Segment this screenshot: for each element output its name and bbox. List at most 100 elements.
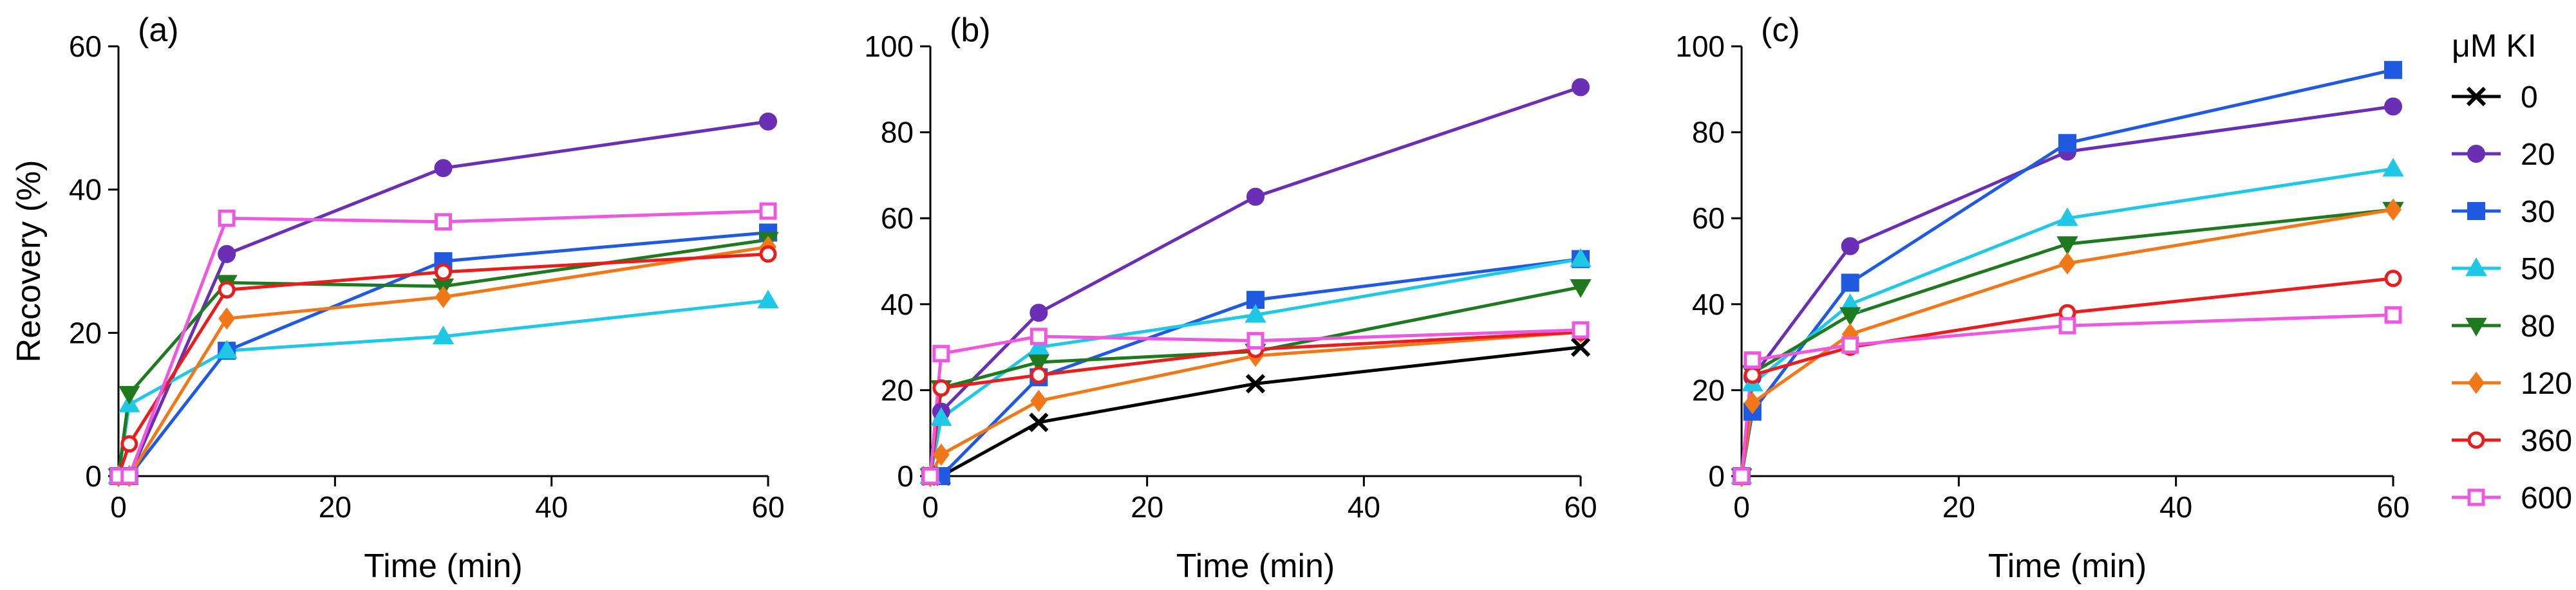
data-point-30 bbox=[1841, 273, 1859, 292]
data-point-20 bbox=[1841, 237, 1859, 255]
x-tick-label: 40 bbox=[2159, 490, 2192, 524]
x-tick-label: 20 bbox=[1131, 490, 1163, 524]
data-point-0 bbox=[1029, 412, 1049, 432]
data-point-120 bbox=[2385, 198, 2402, 221]
y-tick-label: 60 bbox=[1692, 201, 1725, 235]
x-tick-label: 60 bbox=[751, 490, 784, 524]
data-point-600 bbox=[435, 213, 452, 231]
legend-item-360: 360 bbox=[2452, 424, 2572, 458]
legend-label: 360 bbox=[2521, 424, 2572, 458]
series-line-600 bbox=[1740, 313, 2394, 477]
y-tick-label: 40 bbox=[1692, 288, 1725, 321]
legend-item-30: 30 bbox=[2452, 195, 2555, 229]
y-tick-label: 20 bbox=[881, 373, 914, 407]
data-point-120 bbox=[932, 443, 950, 466]
data-point-20 bbox=[2384, 97, 2402, 116]
y-tick-label: 20 bbox=[1692, 373, 1725, 407]
data-point-360 bbox=[932, 379, 950, 397]
data-point-600 bbox=[759, 202, 777, 220]
data-point-120 bbox=[218, 307, 236, 330]
y-tick-label: 20 bbox=[69, 316, 102, 349]
data-point-360 bbox=[1744, 366, 1762, 384]
data-point-80 bbox=[118, 385, 140, 405]
y-tick-label: 40 bbox=[69, 173, 102, 207]
data-point-30 bbox=[2058, 134, 2076, 152]
legend-label: 80 bbox=[2521, 309, 2555, 344]
data-point-50 bbox=[1570, 248, 1592, 267]
data-point-80 bbox=[1028, 354, 1050, 373]
x-tick-label: 0 bbox=[922, 490, 939, 524]
legend-label: 600 bbox=[2521, 481, 2572, 515]
legend-item-50: 50 bbox=[2452, 252, 2555, 286]
legend-label: 30 bbox=[2521, 195, 2555, 229]
data-point-120 bbox=[2059, 252, 2076, 275]
x-axis-title: Time (min) bbox=[1988, 548, 2147, 585]
data-point-20 bbox=[218, 244, 236, 263]
x-tick-label: 0 bbox=[110, 490, 127, 524]
data-point-120 bbox=[1030, 389, 1048, 412]
data-point-120 bbox=[1744, 392, 1761, 414]
legend-marker bbox=[2467, 431, 2485, 449]
y-tick-label: 40 bbox=[881, 288, 914, 321]
x-tick-label: 20 bbox=[1942, 490, 1975, 524]
data-point-50 bbox=[1028, 336, 1050, 355]
legend-item-80: 80 bbox=[2452, 309, 2555, 344]
data-point-50 bbox=[2382, 158, 2404, 177]
data-point-30 bbox=[2384, 60, 2402, 79]
panel-c: 0 20 40 60 80 100 0 20 40 60 Time (min) (c) bbox=[1675, 12, 2409, 585]
data-point-0 bbox=[1245, 374, 1266, 394]
data-point-20 bbox=[1572, 78, 1590, 97]
panel-a: 0 20 40 60 0 20 40 60 Time (min) Recovery (%) (a) bbox=[10, 12, 785, 585]
x-axis-title: Time (min) bbox=[364, 548, 523, 585]
data-point-600 bbox=[1246, 332, 1264, 350]
x-tick-label: 60 bbox=[2376, 490, 2409, 524]
legend: μM KI 0 20 30 50 80 120 360 600 bbox=[2452, 28, 2572, 515]
panel-label: (a) bbox=[138, 12, 179, 49]
legend-title: μM KI bbox=[2452, 28, 2537, 64]
x-tick-label: 60 bbox=[1564, 490, 1597, 524]
data-point-120 bbox=[435, 286, 452, 308]
y-axis-title: Recovery (%) bbox=[10, 160, 48, 363]
x-tick-label: 40 bbox=[1348, 490, 1380, 524]
data-point-0 bbox=[1570, 337, 1591, 357]
data-point-600 bbox=[1572, 321, 1590, 339]
data-point-50 bbox=[930, 407, 952, 426]
y-tick-label: 80 bbox=[881, 116, 914, 149]
data-point-600 bbox=[932, 345, 950, 363]
data-point-360 bbox=[1029, 366, 1048, 384]
data-point-360 bbox=[218, 281, 236, 299]
data-point-80 bbox=[2056, 236, 2078, 255]
legend-marker bbox=[2465, 317, 2487, 336]
data-point-600 bbox=[921, 467, 939, 485]
y-tick-label: 80 bbox=[1692, 116, 1725, 149]
data-point-360 bbox=[759, 245, 777, 263]
panel-label: (c) bbox=[1761, 12, 1800, 49]
legend-label: 120 bbox=[2521, 367, 2572, 401]
data-point-20 bbox=[1246, 187, 1264, 206]
x-tick-label: 40 bbox=[535, 490, 568, 524]
data-point-360 bbox=[435, 263, 452, 281]
data-point-50 bbox=[757, 290, 779, 309]
y-tick-label: 60 bbox=[881, 201, 914, 235]
x-tick-label: 0 bbox=[1733, 490, 1750, 524]
legend-marker bbox=[2467, 145, 2485, 163]
legend-marker bbox=[2466, 86, 2487, 107]
data-point-600 bbox=[218, 209, 236, 227]
legend-item-0: 0 bbox=[2452, 80, 2538, 115]
y-tick-label: 0 bbox=[1708, 459, 1725, 493]
y-tick-label: 100 bbox=[864, 30, 914, 63]
data-point-600 bbox=[1841, 336, 1859, 354]
x-axis-title: Time (min) bbox=[1176, 548, 1335, 585]
panel-label: (b) bbox=[950, 12, 991, 49]
y-tick-label: 60 bbox=[69, 30, 102, 63]
data-point-50 bbox=[432, 325, 455, 344]
series-line-20 bbox=[928, 86, 1581, 477]
series-line-20 bbox=[1740, 105, 2394, 477]
data-point-20 bbox=[1029, 304, 1048, 322]
data-point-600 bbox=[1029, 327, 1048, 346]
panel-b: 0 20 40 60 80 100 0 20 40 60 Time (min) (b) bbox=[864, 12, 1597, 585]
legend-marker bbox=[2465, 257, 2487, 277]
x-tick-label: 20 bbox=[319, 490, 352, 524]
data-point-360 bbox=[120, 435, 138, 453]
